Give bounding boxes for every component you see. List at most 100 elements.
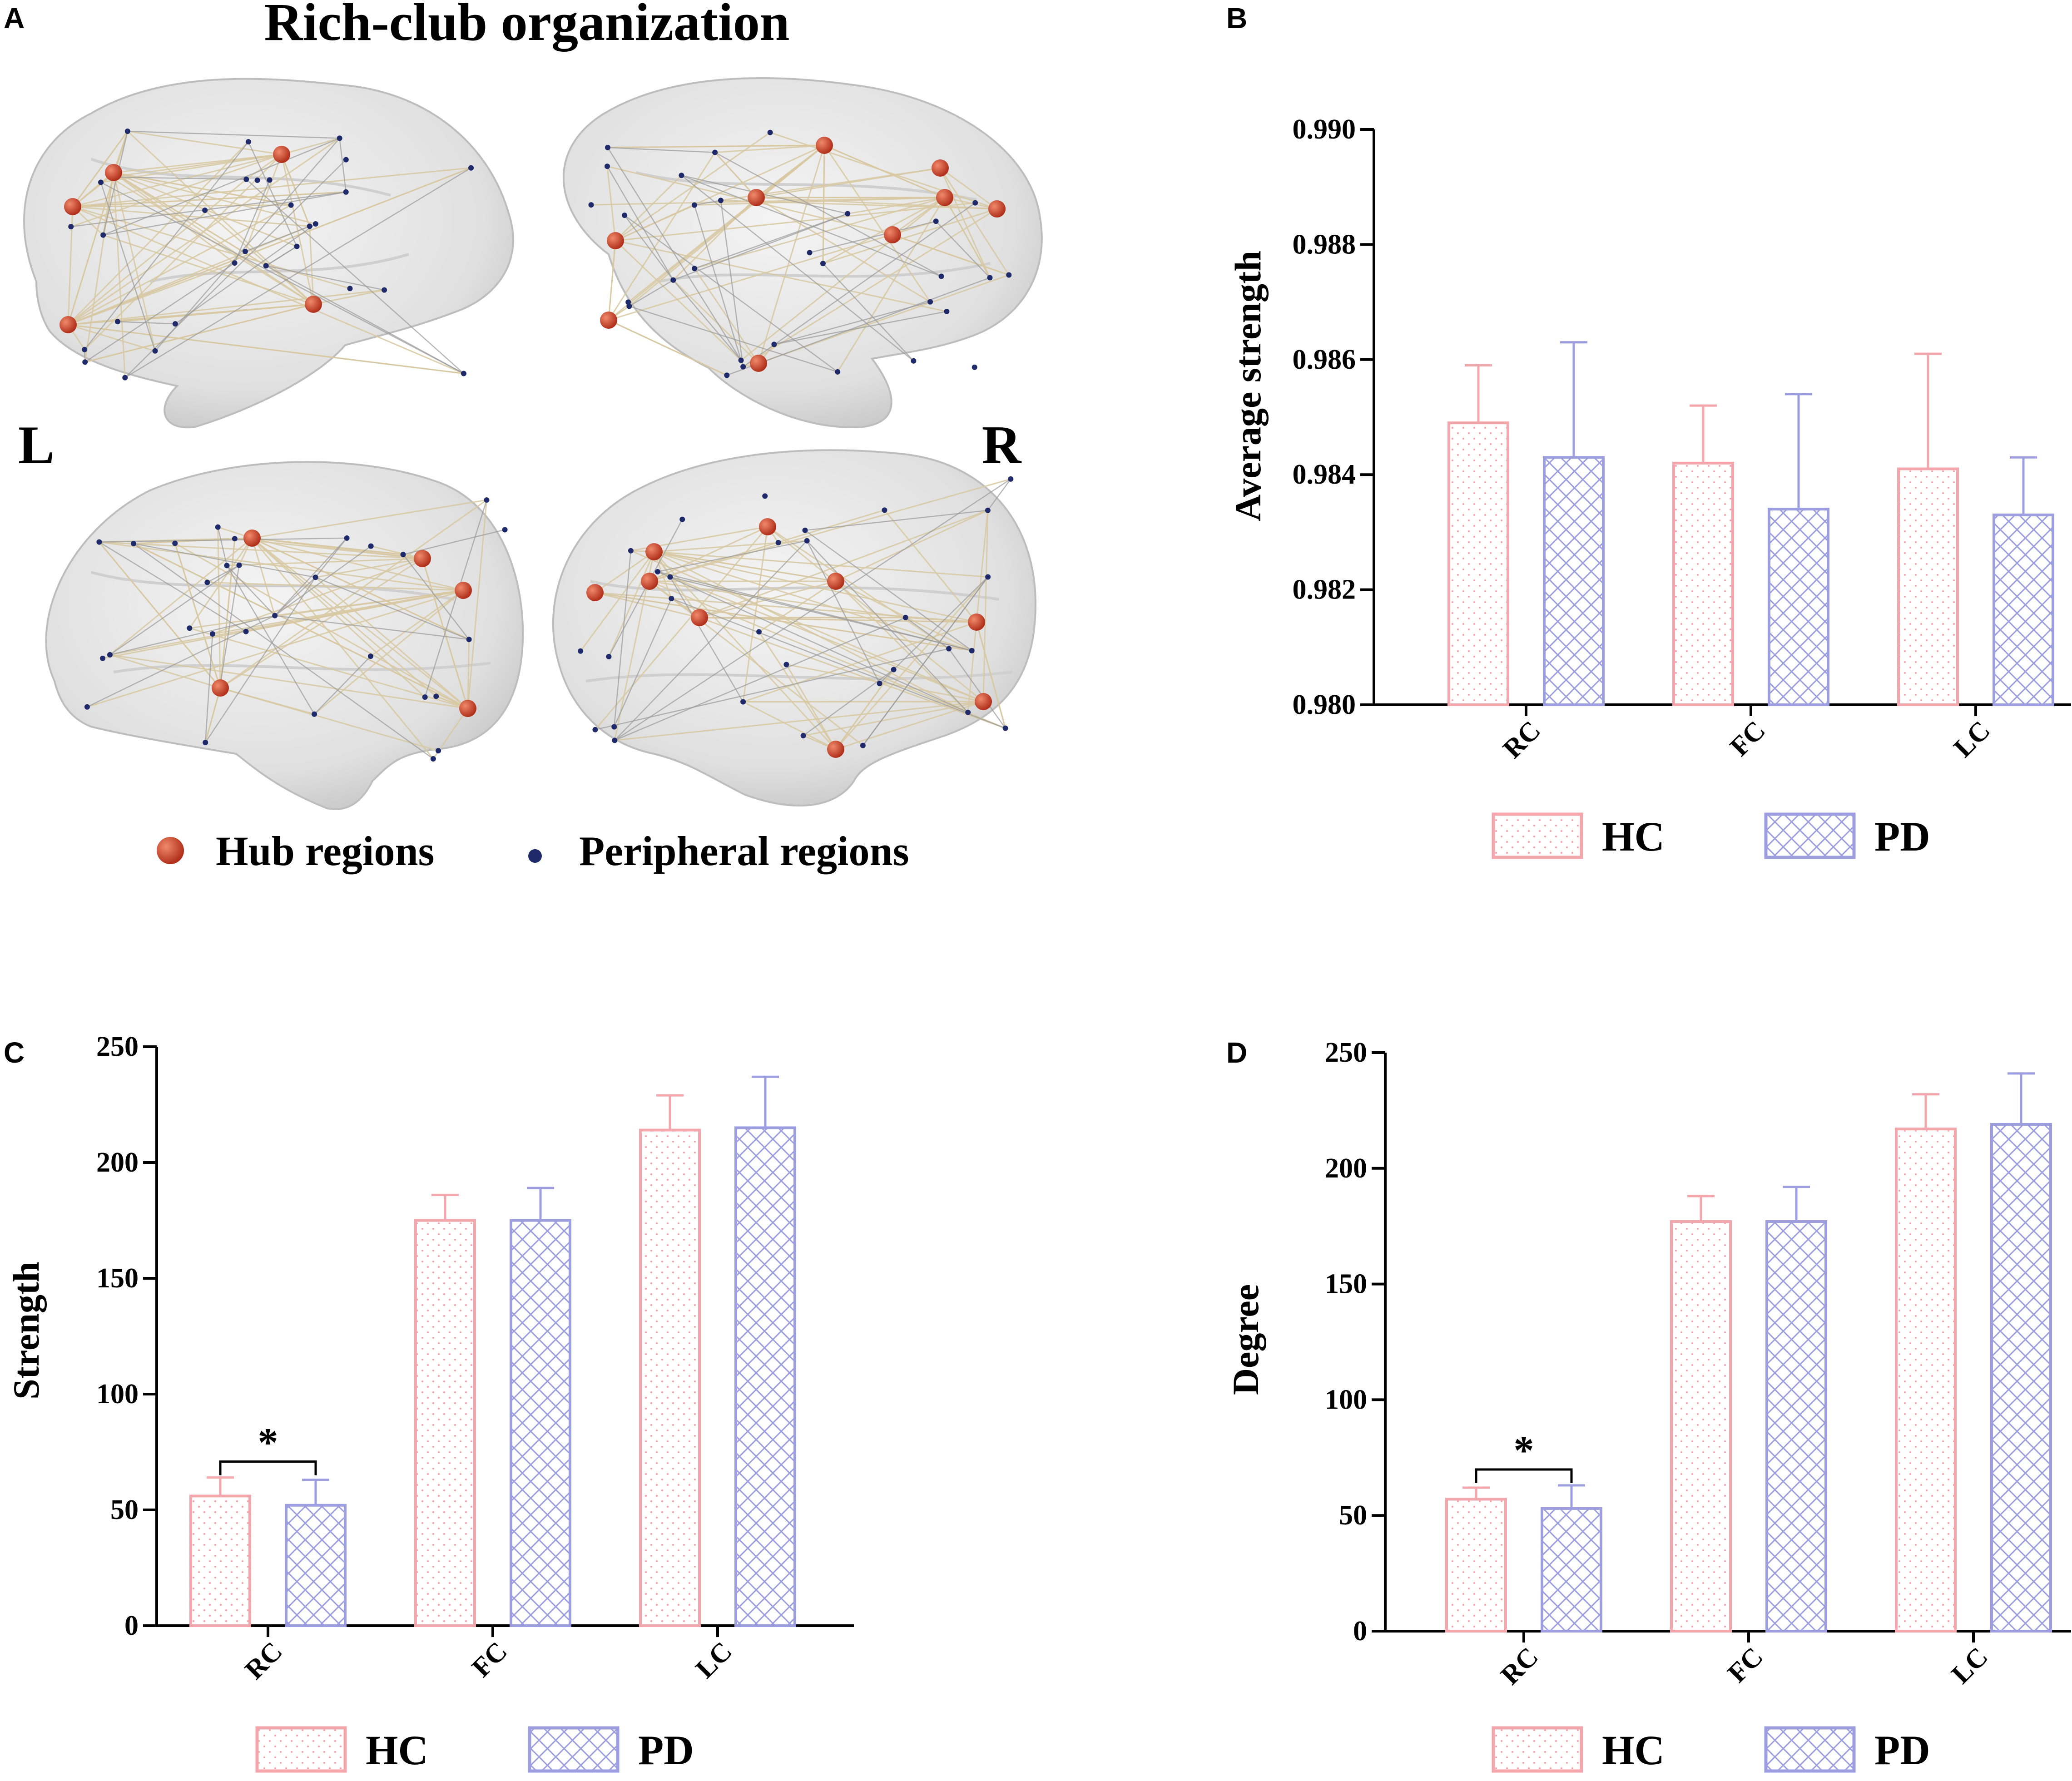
panel-c-strength-chart: C Strength 0 50 100 150 200 250 RC FC LC * HC PD (4, 1031, 854, 1773)
network-edge (629, 279, 674, 307)
peripheral-node (68, 224, 74, 230)
y-tick-label: 50 (1339, 1500, 1367, 1531)
network-edge (68, 324, 155, 352)
peripheral-node (124, 129, 130, 134)
peripheral-node (347, 286, 353, 292)
panel-letter-a: A (4, 2, 25, 35)
network-edge (615, 240, 947, 312)
network-edge (595, 592, 700, 618)
network-edge (204, 633, 213, 743)
network-edge (714, 152, 942, 277)
panel-letter-d: D (1226, 1036, 1247, 1069)
network-edge (71, 191, 346, 228)
hub-node (600, 312, 617, 329)
peripheral-node (740, 699, 746, 705)
network-edge (673, 279, 759, 364)
peripheral-node (902, 614, 908, 620)
network-edge (670, 576, 972, 652)
network-edge (154, 138, 340, 351)
peripheral-node (592, 727, 598, 732)
peripheral-node (965, 709, 971, 715)
peripheral-node (344, 535, 350, 541)
network-edge (608, 240, 616, 321)
peripheral-node (107, 652, 113, 658)
network-edge (756, 197, 997, 210)
peripheral-node (1006, 272, 1012, 278)
network-edge (251, 537, 426, 698)
network-edge (72, 153, 282, 208)
peripheral-node (985, 574, 991, 580)
panel-letter-b: B (1226, 2, 1247, 35)
network-edge (624, 215, 674, 281)
network-edge (803, 701, 984, 737)
legend-c-pd-swatch (528, 1726, 620, 1773)
network-edge (976, 510, 989, 623)
hub-node (212, 679, 229, 697)
bar-hc-rc (1445, 1498, 1507, 1633)
network-edge (774, 301, 931, 345)
hub-node (750, 355, 767, 372)
network-edge (614, 598, 672, 727)
network-edge (758, 631, 837, 750)
network-edge (315, 558, 423, 578)
peripheral-node (969, 648, 975, 653)
network-edge (127, 130, 314, 305)
x-category-label: LC (1948, 715, 1996, 763)
x-category-label: RC (239, 1636, 288, 1685)
network-edge (226, 565, 315, 715)
peripheral-node (911, 358, 917, 364)
legend-b-pd-swatch (1764, 812, 1856, 859)
network-edge (339, 138, 347, 193)
hub-node (645, 543, 663, 560)
network-edge (774, 311, 947, 345)
network-edge (823, 197, 945, 264)
hub-node (932, 159, 949, 177)
network-edge (654, 551, 972, 652)
network-edge (607, 144, 825, 148)
peripheral-node (604, 163, 610, 169)
y-tick-label: 0.990 (1293, 114, 1356, 145)
peripheral-node (236, 562, 242, 568)
peripheral-node (611, 724, 617, 730)
peripheral-node (312, 711, 317, 717)
network-edge (694, 268, 759, 364)
network-edge (848, 197, 945, 215)
y-axis-title-b: Average strength (1227, 251, 1269, 521)
y-tick-label: 100 (1325, 1384, 1367, 1415)
peripheral-node (679, 516, 685, 522)
network-edge (614, 478, 1011, 741)
peripheral-node (98, 179, 104, 185)
network-edge (467, 639, 470, 709)
bar-pd-lc (1993, 513, 2054, 706)
x-category-label: LC (690, 1636, 738, 1684)
peripheral-node (606, 653, 612, 659)
network-edge (649, 580, 1006, 729)
network-edge (127, 130, 340, 139)
peripheral-node (622, 213, 628, 218)
network-edge (84, 262, 235, 363)
peripheral-node (724, 372, 730, 378)
peripheral-node (882, 507, 887, 513)
network-edge (905, 617, 977, 623)
bar-hc-rc (189, 1494, 251, 1627)
panel-d-degree-chart: D Degree 0 50 100 150 200 250 RC FC LC * HC PD (1225, 1036, 2071, 1773)
peripheral-node (422, 694, 428, 700)
bar-hc-fc (1672, 461, 1734, 706)
network-edge (133, 543, 316, 578)
network-edge (219, 539, 236, 688)
network-edge (767, 526, 949, 649)
hub-node (414, 550, 431, 567)
peripheral-node (433, 693, 439, 699)
peripheral-node (877, 681, 882, 687)
network-edge (714, 152, 757, 198)
legend-d-hc-swatch (1492, 1726, 1583, 1773)
network-edge (654, 551, 977, 623)
network-edge (68, 167, 471, 326)
network-edge (835, 510, 988, 582)
x-category-label: FC (1724, 715, 1771, 762)
peripheral-node (972, 200, 978, 206)
network-edge (809, 221, 936, 253)
bar-pd-lc (734, 1126, 796, 1627)
network-edge (726, 277, 990, 376)
network-edge (653, 551, 837, 750)
